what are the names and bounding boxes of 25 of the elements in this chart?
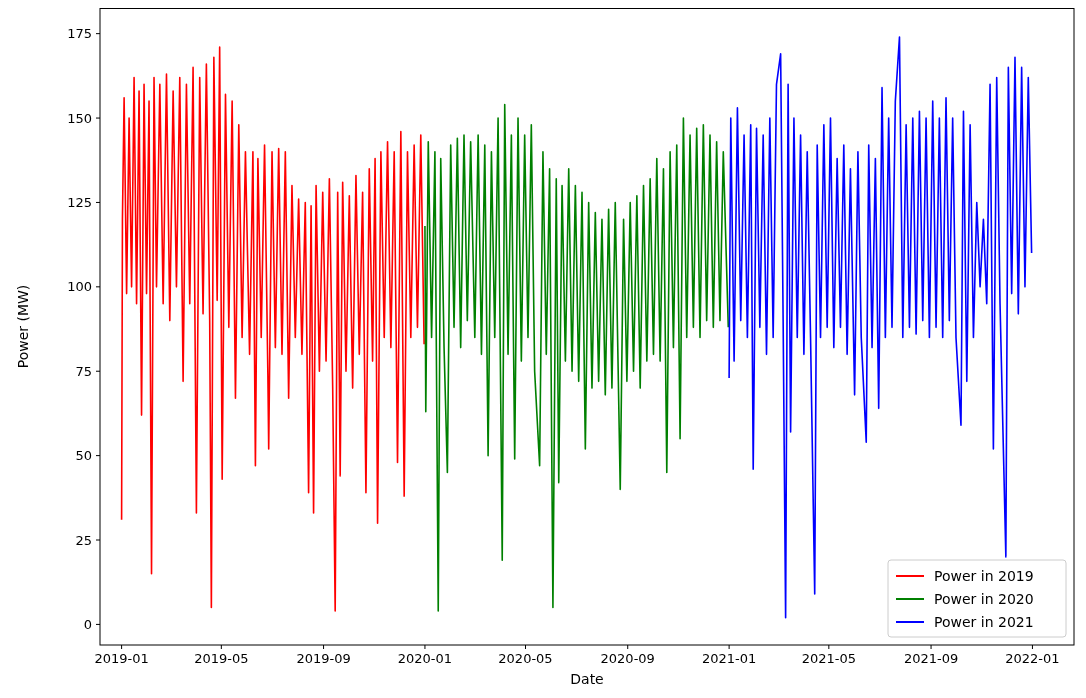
line-series xyxy=(120,46,425,612)
y-tick-label: 150 xyxy=(67,110,92,126)
y-tick-label: 50 xyxy=(75,448,92,464)
x-tick-label: 2021-05 xyxy=(801,651,856,666)
y-tick-label: 125 xyxy=(67,194,92,210)
x-tick-label: 2021-09 xyxy=(903,651,959,666)
x-tick-label: 2019-01 xyxy=(94,651,149,666)
x-tick-label: 2021-01 xyxy=(701,651,757,666)
line-series xyxy=(424,103,730,612)
x-tick-label: 2019-09 xyxy=(296,651,351,666)
y-tick-label: 75 xyxy=(75,363,92,379)
legend-label: Power in 2021 xyxy=(934,614,1034,630)
x-tick-label: 2020-05 xyxy=(498,651,553,666)
legend-label: Power in 2020 xyxy=(934,591,1034,607)
x-tick-label: 2019-05 xyxy=(194,651,249,666)
y-axis-title: Power (MW) xyxy=(15,284,31,369)
x-tick-label: 2020-01 xyxy=(397,651,453,666)
legend-label: Power in 2019 xyxy=(934,568,1034,584)
y-tick-label: 25 xyxy=(75,532,92,548)
y-tick-label: 175 xyxy=(67,26,92,42)
y-tick-label: 0 xyxy=(83,616,92,632)
x-tick-label: 2020-09 xyxy=(600,651,655,666)
x-tick-label: 2022-01 xyxy=(1005,651,1060,666)
x-axis-title: Date xyxy=(570,671,604,687)
y-tick-label: 100 xyxy=(67,279,92,295)
